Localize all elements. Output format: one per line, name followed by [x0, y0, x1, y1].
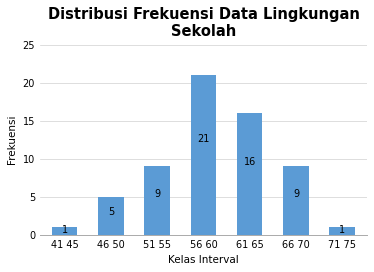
Y-axis label: Frekuensi: Frekuensi — [7, 115, 17, 164]
Bar — [237, 113, 263, 235]
Bar — [329, 227, 355, 235]
Bar — [283, 166, 309, 235]
Title: Distribusi Frekuensi Data Lingkungan
Sekolah: Distribusi Frekuensi Data Lingkungan Sek… — [47, 7, 359, 39]
Bar — [52, 227, 77, 235]
Text: 1: 1 — [339, 225, 345, 235]
Bar — [191, 75, 216, 235]
Bar — [144, 166, 170, 235]
X-axis label: Kelas Interval: Kelas Interval — [168, 255, 239, 265]
Text: 21: 21 — [197, 134, 210, 144]
Text: 9: 9 — [154, 188, 160, 199]
Bar — [98, 197, 124, 235]
Text: 9: 9 — [293, 188, 299, 199]
Text: 1: 1 — [62, 225, 68, 235]
Text: 5: 5 — [108, 207, 114, 217]
Text: 16: 16 — [243, 157, 256, 167]
